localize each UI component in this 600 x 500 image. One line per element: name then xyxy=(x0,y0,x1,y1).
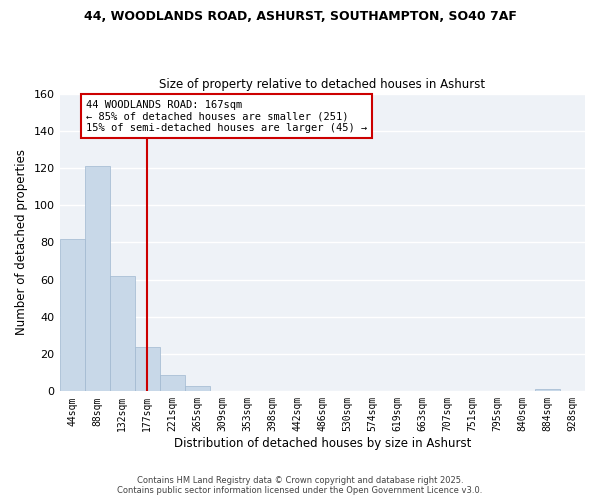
Text: 44, WOODLANDS ROAD, ASHURST, SOUTHAMPTON, SO40 7AF: 44, WOODLANDS ROAD, ASHURST, SOUTHAMPTON… xyxy=(83,10,517,23)
Title: Size of property relative to detached houses in Ashurst: Size of property relative to detached ho… xyxy=(159,78,485,91)
Bar xyxy=(134,346,160,392)
Bar xyxy=(535,390,560,392)
Bar xyxy=(59,238,85,392)
Bar xyxy=(85,166,110,392)
Text: 44 WOODLANDS ROAD: 167sqm
← 85% of detached houses are smaller (251)
15% of semi: 44 WOODLANDS ROAD: 167sqm ← 85% of detac… xyxy=(86,100,367,132)
Text: Contains HM Land Registry data © Crown copyright and database right 2025.
Contai: Contains HM Land Registry data © Crown c… xyxy=(118,476,482,495)
Bar xyxy=(110,276,134,392)
Bar xyxy=(160,374,185,392)
Bar xyxy=(185,386,209,392)
Y-axis label: Number of detached properties: Number of detached properties xyxy=(15,150,28,336)
X-axis label: Distribution of detached houses by size in Ashurst: Distribution of detached houses by size … xyxy=(173,437,471,450)
